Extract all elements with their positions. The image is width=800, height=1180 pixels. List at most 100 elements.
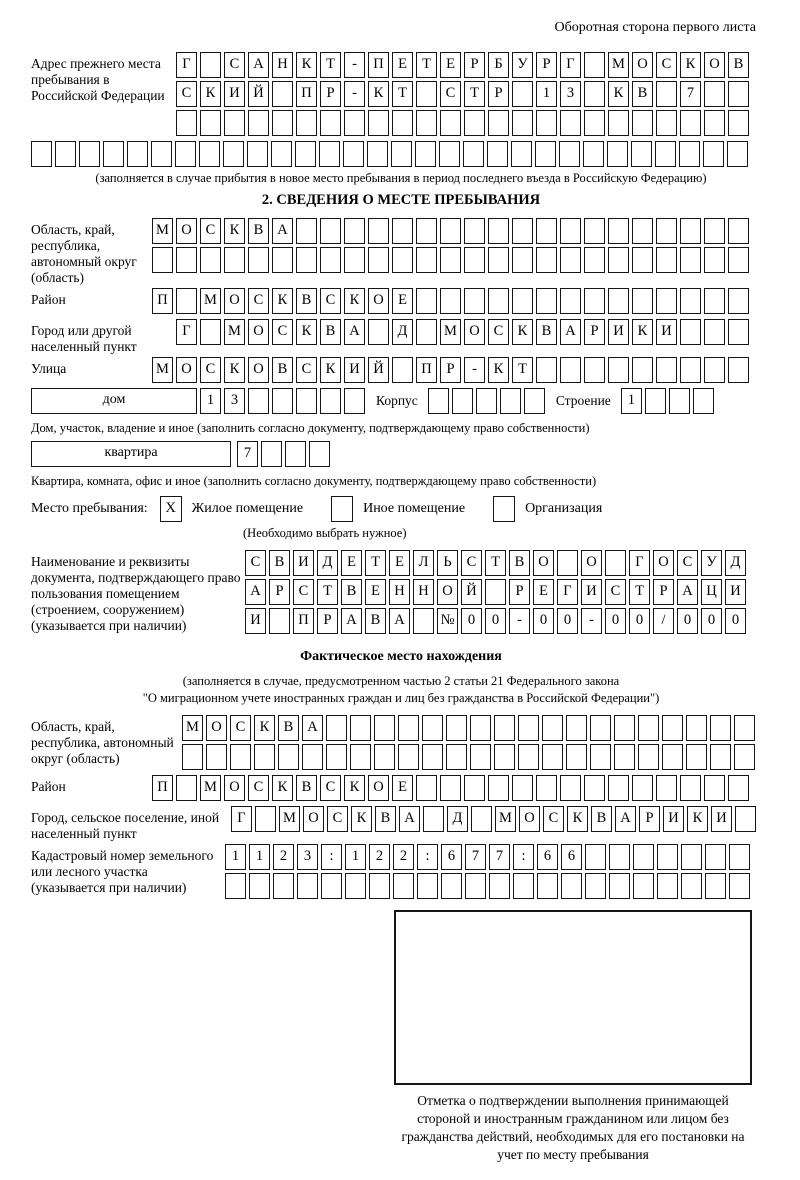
char-cell[interactable]: 6 <box>561 844 582 870</box>
char-cell[interactable] <box>273 873 294 899</box>
char-cell[interactable]: С <box>327 806 348 832</box>
char-cell[interactable] <box>55 141 76 167</box>
char-cell[interactable]: С <box>296 357 317 383</box>
char-cell[interactable] <box>680 247 701 273</box>
char-cell[interactable] <box>662 715 683 741</box>
char-cell[interactable] <box>632 775 653 801</box>
char-cell[interactable]: О <box>303 806 324 832</box>
char-cell[interactable] <box>368 110 389 136</box>
char-cell[interactable] <box>344 247 365 273</box>
char-cell[interactable] <box>560 288 581 314</box>
char-cell[interactable] <box>692 388 714 414</box>
char-cell[interactable] <box>632 288 653 314</box>
char-cell[interactable]: Н <box>389 579 410 605</box>
char-cell[interactable] <box>566 744 587 770</box>
char-cell[interactable] <box>680 110 701 136</box>
char-cell[interactable] <box>488 288 509 314</box>
char-cell[interactable] <box>704 218 725 244</box>
char-cell[interactable]: 1 <box>200 388 221 414</box>
char-cell[interactable] <box>680 357 701 383</box>
char-cell[interactable]: К <box>608 81 629 107</box>
char-cell[interactable] <box>512 110 533 136</box>
char-cell[interactable] <box>488 218 509 244</box>
char-cell[interactable]: И <box>245 608 266 634</box>
char-cell[interactable] <box>393 873 414 899</box>
char-cell[interactable] <box>566 715 587 741</box>
char-cell[interactable]: К <box>344 288 365 314</box>
char-cell[interactable] <box>536 110 557 136</box>
char-cell[interactable]: В <box>272 357 293 383</box>
char-cell[interactable] <box>278 744 299 770</box>
char-cell[interactable] <box>440 247 461 273</box>
char-cell[interactable] <box>344 388 365 414</box>
char-cell[interactable] <box>704 288 725 314</box>
char-cell[interactable]: П <box>416 357 437 383</box>
char-cell[interactable]: Т <box>464 81 485 107</box>
char-cell[interactable]: К <box>224 357 245 383</box>
char-cell[interactable]: М <box>152 357 173 383</box>
char-cell[interactable]: 7 <box>237 441 258 467</box>
char-cell[interactable] <box>320 218 341 244</box>
char-cell[interactable] <box>633 844 654 870</box>
char-cell[interactable] <box>369 873 390 899</box>
char-cell[interactable] <box>680 319 701 345</box>
char-cell[interactable] <box>535 141 556 167</box>
char-cell[interactable] <box>632 247 653 273</box>
char-cell[interactable] <box>463 141 484 167</box>
char-cell[interactable] <box>368 319 389 345</box>
char-cell[interactable] <box>584 81 605 107</box>
char-cell[interactable]: 2 <box>369 844 390 870</box>
char-cell[interactable] <box>176 247 197 273</box>
char-cell[interactable]: О <box>368 288 389 314</box>
char-cell[interactable] <box>417 873 438 899</box>
char-cell[interactable]: Й <box>461 579 482 605</box>
char-cell[interactable]: М <box>200 288 221 314</box>
char-cell[interactable] <box>590 715 611 741</box>
char-cell[interactable]: В <box>269 550 290 576</box>
char-cell[interactable]: 1 <box>536 81 557 107</box>
char-cell[interactable] <box>681 873 702 899</box>
char-cell[interactable] <box>703 141 724 167</box>
char-cell[interactable] <box>302 744 323 770</box>
char-cell[interactable] <box>248 110 269 136</box>
char-cell[interactable] <box>464 110 485 136</box>
char-cell[interactable] <box>494 715 515 741</box>
char-cell[interactable]: С <box>461 550 482 576</box>
char-cell[interactable]: А <box>615 806 636 832</box>
char-cell[interactable] <box>488 775 509 801</box>
char-cell[interactable] <box>464 775 485 801</box>
char-cell[interactable] <box>368 218 389 244</box>
char-cell[interactable] <box>512 81 533 107</box>
char-cell[interactable] <box>31 141 52 167</box>
char-cell[interactable] <box>224 110 245 136</box>
char-cell[interactable] <box>391 141 412 167</box>
char-cell[interactable] <box>176 775 197 801</box>
char-cell[interactable] <box>728 247 749 273</box>
char-cell[interactable]: 2 <box>393 844 414 870</box>
char-cell[interactable] <box>344 110 365 136</box>
char-cell[interactable] <box>704 81 725 107</box>
char-cell[interactable] <box>681 844 702 870</box>
char-cell[interactable]: Р <box>317 608 338 634</box>
char-cell[interactable] <box>729 844 750 870</box>
char-cell[interactable]: Р <box>440 357 461 383</box>
char-cell[interactable]: О <box>176 218 197 244</box>
char-cell[interactable]: С <box>230 715 251 741</box>
char-cell[interactable]: 0 <box>533 608 554 634</box>
char-cell[interactable]: 6 <box>441 844 462 870</box>
char-cell[interactable] <box>560 247 581 273</box>
char-cell[interactable] <box>248 247 269 273</box>
char-cell[interactable] <box>680 775 701 801</box>
char-cell[interactable] <box>470 744 491 770</box>
char-cell[interactable]: Т <box>320 52 341 78</box>
char-cell[interactable] <box>297 873 318 899</box>
char-cell[interactable]: А <box>389 608 410 634</box>
char-cell[interactable]: О <box>248 319 269 345</box>
char-cell[interactable] <box>511 141 532 167</box>
char-cell[interactable]: М <box>224 319 245 345</box>
char-cell[interactable] <box>585 844 606 870</box>
char-cell[interactable] <box>710 744 731 770</box>
char-cell[interactable] <box>200 247 221 273</box>
char-cell[interactable] <box>590 744 611 770</box>
char-cell[interactable]: Г <box>560 52 581 78</box>
